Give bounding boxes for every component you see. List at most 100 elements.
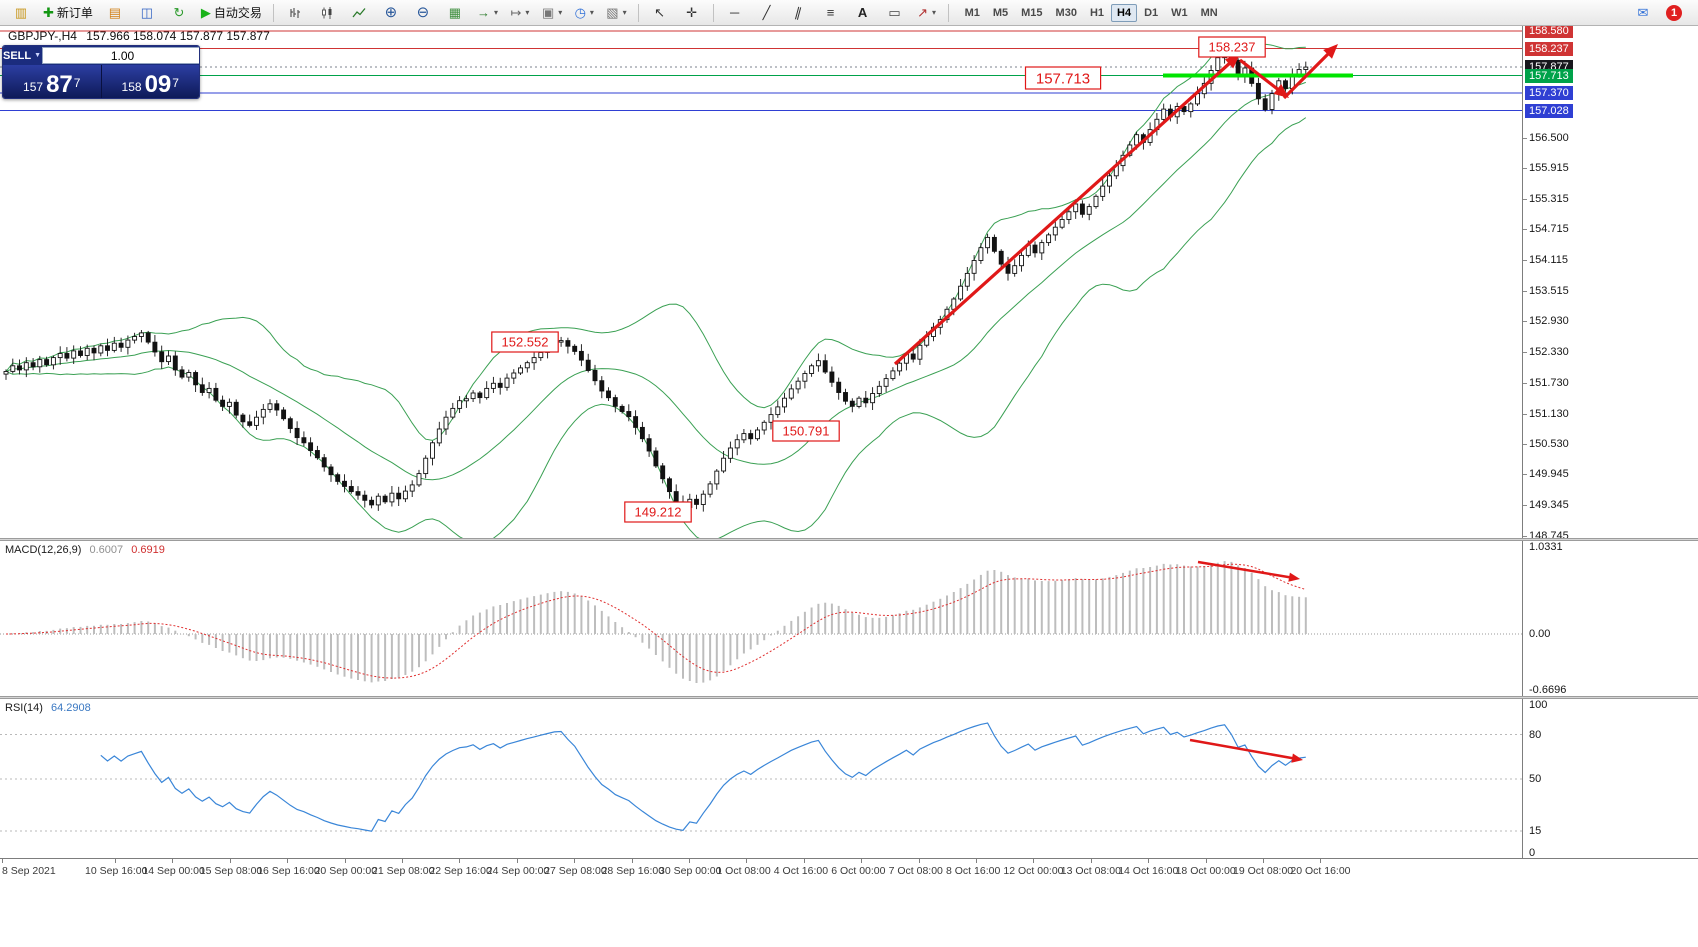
price-tick-label: 151.130 bbox=[1529, 407, 1569, 420]
mail-button[interactable]: ✉ bbox=[1628, 2, 1658, 24]
rsi-name: RSI(14) bbox=[5, 702, 43, 714]
auto-scroll-icon: → bbox=[476, 5, 490, 20]
timeframe-button-m5[interactable]: M5 bbox=[992, 6, 1009, 19]
channel-button[interactable]: ∥ bbox=[784, 2, 814, 24]
macd-svg[interactable] bbox=[0, 541, 1522, 696]
arrows-tool-caret-icon: ▾ bbox=[932, 8, 937, 17]
price-axis[interactable]: 158.580 158.237 157.877 157.713 157.370 157.0… bbox=[1522, 24, 1698, 859]
macd-signal-value: 0.6919 bbox=[131, 544, 165, 556]
crosshair-button[interactable]: ✛ bbox=[677, 2, 707, 24]
period-caret-icon: ▾ bbox=[589, 8, 594, 17]
price-level-label: 158.580 bbox=[1525, 24, 1573, 38]
timeframe-button-w1[interactable]: W1 bbox=[1171, 6, 1188, 19]
time-axis-tick bbox=[344, 859, 346, 863]
time-axis-tick bbox=[631, 859, 633, 863]
autotrade-icon: ▶ bbox=[200, 5, 211, 20]
price-axis-tick bbox=[1523, 291, 1527, 293]
pane-splitter[interactable] bbox=[0, 696, 1698, 699]
time-axis-tick bbox=[516, 859, 518, 863]
time-axis[interactable]: 8 Sep 2021 10 Sep 16:00 14 Sep 00:00 15 Sep… bbox=[0, 858, 1698, 947]
time-axis-tick bbox=[1320, 859, 1322, 863]
market-watch-button[interactable]: ◫ bbox=[132, 2, 162, 24]
cursor-button[interactable]: ↖ bbox=[645, 2, 675, 24]
price-axis-tick bbox=[1523, 505, 1527, 507]
timeframe-button-m30[interactable]: M30 bbox=[1055, 6, 1077, 19]
time-axis-tick bbox=[861, 859, 863, 863]
time-axis-tick bbox=[1205, 859, 1207, 863]
fibonacci-icon: ≡ bbox=[826, 5, 835, 20]
auto-scroll-caret-icon: ▾ bbox=[493, 8, 498, 17]
autotrade-button[interactable]: ▶ 自动交易 bbox=[196, 2, 267, 24]
price-axis-tick bbox=[1523, 444, 1527, 446]
label-tool-button[interactable]: ▭ bbox=[880, 2, 910, 24]
chart-shift-button[interactable]: ↦ ▾ bbox=[505, 2, 535, 24]
time-axis-tick bbox=[1090, 859, 1092, 863]
time-axis-tick bbox=[459, 859, 461, 863]
chart-window-button[interactable]: ▤ bbox=[100, 2, 130, 24]
rsi-svg[interactable] bbox=[0, 699, 1522, 858]
price-tick-label: 1.0331 bbox=[1529, 541, 1563, 553]
time-label: 30 Sep 00:00 bbox=[659, 865, 722, 877]
new-order-icon: ✚ bbox=[43, 5, 54, 20]
sell-label: SELL bbox=[3, 49, 32, 62]
macd-name: MACD(12,26,9) bbox=[5, 544, 82, 556]
price-tick-label: 149.345 bbox=[1529, 499, 1569, 512]
refresh-icon: ↻ bbox=[173, 5, 185, 20]
macd-pane: MACD(12,26,9) 0.6007 0.6919 bbox=[0, 541, 1522, 696]
auto-scroll-button[interactable]: → ▾ bbox=[472, 2, 503, 24]
svg-text:149.212: 149.212 bbox=[635, 505, 682, 520]
svg-text:152.552: 152.552 bbox=[502, 335, 549, 350]
price-axis-tick bbox=[1523, 536, 1527, 538]
main-chart-svg[interactable]: 158.237 157.713 152.552 150.791 149.212 bbox=[0, 26, 1522, 538]
tile-windows-button[interactable]: ▦ bbox=[440, 2, 470, 24]
timeframe-button-h4[interactable]: H4 bbox=[1111, 3, 1138, 22]
zoom-out-icon: ⊖ bbox=[416, 4, 430, 21]
template-button[interactable]: ▧ ▾ bbox=[601, 2, 631, 24]
one-click-header: SELL ▼ ▲ ▼ BUY bbox=[3, 46, 199, 65]
timeframe-button-m15[interactable]: M15 bbox=[1021, 6, 1043, 19]
candlestick-button[interactable] bbox=[312, 2, 342, 24]
trendline-button[interactable]: ╱ bbox=[752, 2, 782, 24]
tile-windows-icon: ▦ bbox=[448, 5, 462, 20]
timeframe-button-m1[interactable]: M1 bbox=[964, 6, 980, 19]
chart-shift-caret-icon: ▾ bbox=[525, 8, 530, 17]
sell-tab[interactable]: SELL ▼ bbox=[3, 46, 41, 65]
new-chart-icon: ▣ bbox=[541, 5, 555, 20]
bar-chart-button[interactable] bbox=[280, 2, 310, 24]
horizontal-line-button[interactable]: ─ bbox=[720, 2, 750, 24]
arrows-tool-button[interactable]: ↗ ▾ bbox=[912, 2, 942, 24]
app-button[interactable]: ▥ bbox=[6, 2, 36, 24]
price-tick-label: 100 bbox=[1529, 699, 1548, 711]
buy-button[interactable]: 158 09 7 bbox=[102, 65, 200, 98]
fibonacci-button[interactable]: ≡ bbox=[816, 2, 846, 24]
text-tool-button[interactable]: A bbox=[848, 2, 878, 24]
refresh-button[interactable]: ↻ bbox=[164, 2, 194, 24]
pane-splitter[interactable] bbox=[0, 538, 1698, 541]
sell-button[interactable]: 157 87 7 bbox=[3, 65, 102, 98]
period-button[interactable]: ◷ ▾ bbox=[569, 2, 599, 24]
timeframe-button-mn[interactable]: MN bbox=[1200, 6, 1218, 19]
price-level-label: 158.237 bbox=[1525, 41, 1573, 56]
line-chart-button[interactable] bbox=[344, 2, 374, 24]
time-label: 7 Oct 08:00 bbox=[888, 865, 943, 877]
price-tick-label: 154.115 bbox=[1529, 254, 1568, 267]
sell-price-prefix: 157 bbox=[23, 80, 44, 94]
timeframe-button-d1[interactable]: D1 bbox=[1144, 6, 1159, 19]
template-caret-icon: ▾ bbox=[622, 8, 627, 17]
macd-main-value: 0.6007 bbox=[89, 544, 124, 556]
volume-input[interactable] bbox=[43, 48, 199, 63]
new-chart-button[interactable]: ▣ ▾ bbox=[537, 2, 567, 24]
time-label: 13 Oct 08:00 bbox=[1060, 865, 1121, 877]
price-tick-label: 156.500 bbox=[1529, 131, 1569, 144]
zoom-out-button[interactable]: ⊖ bbox=[408, 2, 438, 24]
time-axis-tick bbox=[746, 859, 748, 863]
time-label: 21 Sep 08:00 bbox=[372, 865, 435, 877]
notification-badge[interactable]: 1 bbox=[1666, 4, 1682, 21]
toolbar-separator bbox=[637, 3, 639, 22]
new-order-button[interactable]: ✚ 新订单 bbox=[38, 2, 98, 24]
zoom-in-button[interactable]: ⊕ bbox=[376, 2, 406, 24]
timeframe-button-h1[interactable]: H1 bbox=[1089, 6, 1105, 19]
time-axis-tick bbox=[918, 859, 920, 863]
chart-window-icon: ▤ bbox=[108, 5, 122, 20]
